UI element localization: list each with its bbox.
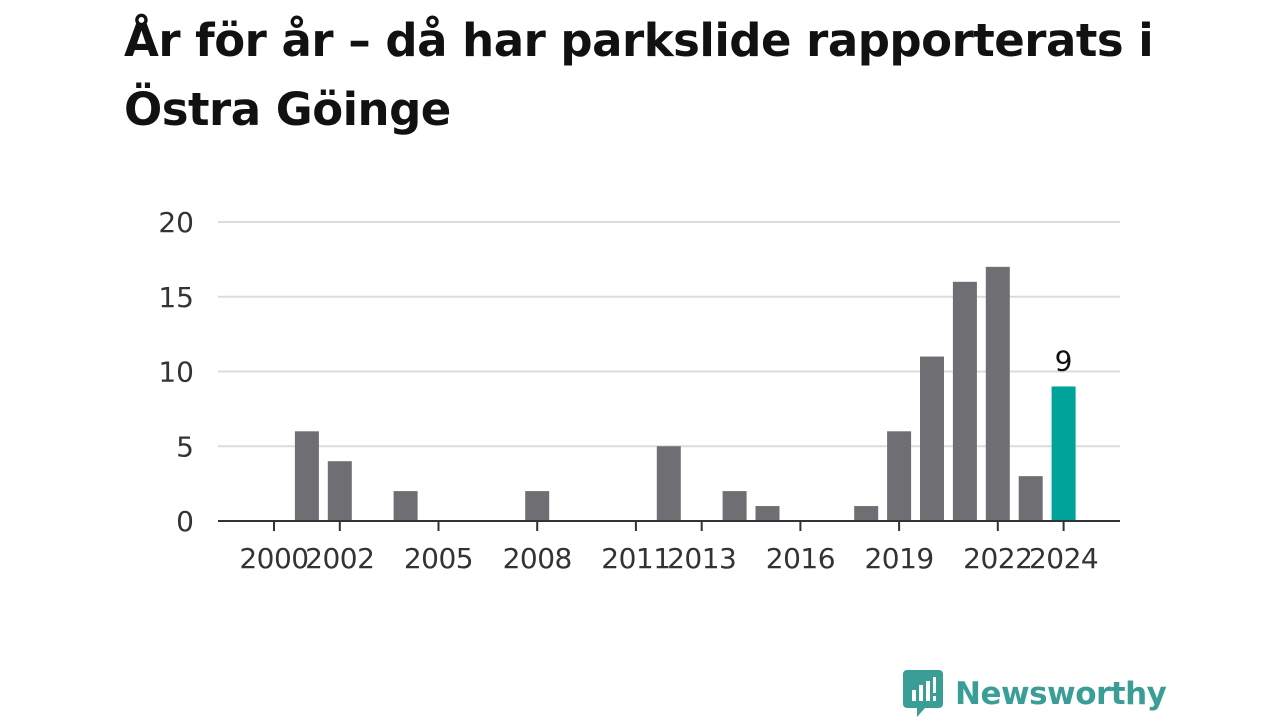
bar-2022: [985, 266, 1010, 521]
x-tick-label: 2011: [601, 542, 670, 575]
x-tick-label: 2013: [667, 542, 736, 575]
newsworthy-logo-icon: [903, 670, 943, 717]
bar-2019: [887, 431, 912, 521]
data-label-2024: 9: [1055, 344, 1073, 377]
y-tick-label: 15: [158, 281, 194, 314]
bar-2004: [393, 491, 418, 521]
gridlines: [218, 221, 1120, 448]
x-tick-label: 2005: [404, 542, 473, 575]
bars: [294, 266, 1076, 521]
y-tick-label: 20: [158, 206, 194, 239]
chart-title: År för år – då har parkslide rapporterat…: [124, 14, 1154, 136]
y-tick-label: 5: [176, 430, 194, 463]
x-tick-label: 2002: [305, 542, 374, 575]
bar-2023: [1018, 476, 1043, 521]
bar-2014: [722, 491, 747, 521]
bar-2021: [952, 281, 977, 521]
brand-logo[interactable]: Newsworthy: [903, 670, 1167, 718]
bar-2020: [920, 356, 944, 521]
bar-2024: [1051, 386, 1076, 521]
y-axis: 0 5 10 15 20: [158, 206, 194, 538]
bar-2002: [327, 461, 352, 521]
y-tick-label: 10: [158, 356, 194, 389]
x-tick-label: 2016: [766, 542, 835, 575]
data-labels: 9: [1055, 344, 1073, 377]
bar-2008: [525, 491, 550, 521]
x-tick-label: 2019: [864, 542, 933, 575]
bar-2012: [656, 446, 681, 521]
brand-name: Newsworthy: [955, 676, 1167, 712]
bar-2018: [854, 506, 879, 521]
x-tick-label: 2024: [1029, 542, 1098, 575]
y-tick-label: 0: [176, 505, 194, 538]
x-tick-label: 2000: [239, 542, 308, 575]
bar-2001: [294, 431, 319, 521]
x-tick-label: 2022: [963, 542, 1032, 575]
x-tick-label: 2008: [503, 542, 572, 575]
bar-2015: [755, 506, 780, 521]
